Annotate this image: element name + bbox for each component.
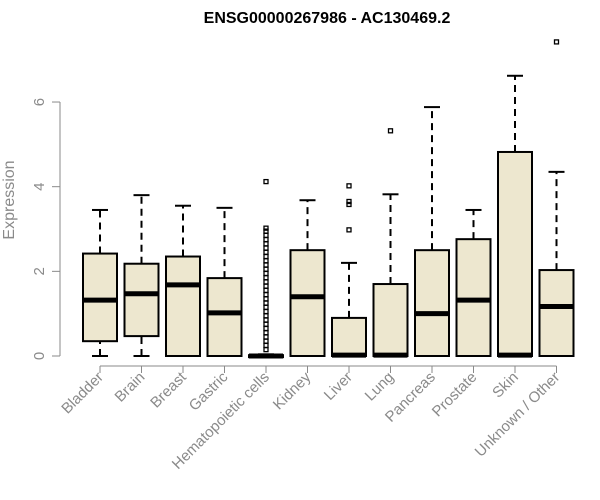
box-group [82, 208, 118, 357]
outlier-point [263, 225, 269, 231]
box-group [331, 183, 367, 358]
box-group [455, 208, 492, 358]
y-tick-label: 0 [31, 352, 48, 360]
chart-title: ENSG00000267986 - AC130469.2 [204, 10, 451, 27]
box-group [372, 128, 409, 358]
outlier-point [263, 249, 269, 255]
outlier-point [263, 228, 269, 234]
box [538, 269, 575, 357]
outlier-point [263, 241, 269, 247]
outlier-point [263, 287, 269, 294]
x-tick-label: Brain [112, 369, 149, 406]
outlier-point [263, 334, 269, 340]
outlier-point [263, 330, 269, 336]
outlier-point [263, 300, 269, 306]
outlier-point [387, 128, 394, 134]
outlier-point [263, 342, 269, 349]
outlier-point [263, 308, 269, 315]
outlier-point [263, 253, 269, 260]
outlier-point [263, 291, 269, 298]
outlier-point [263, 270, 269, 277]
outlier-point [263, 347, 269, 353]
box [206, 277, 243, 357]
box [372, 283, 409, 357]
y-tick-label: 4 [31, 183, 48, 191]
box-group [165, 204, 201, 358]
outlier-point [346, 201, 352, 208]
outlier-point [263, 313, 269, 319]
box-group [248, 178, 284, 359]
y-tick-label: 6 [31, 98, 48, 106]
outlier-point [553, 39, 560, 45]
outlier-point [263, 321, 269, 327]
x-tick-label: Liver [321, 369, 356, 404]
box [165, 255, 201, 358]
box [123, 262, 160, 338]
x-tick-label: Breast [147, 368, 190, 411]
outlier-point [263, 304, 269, 310]
x-tick-label: Skin [489, 369, 522, 402]
box [289, 249, 326, 357]
box-group [123, 194, 160, 357]
outlier-point [263, 325, 269, 332]
x-tick-label: Lung [362, 369, 398, 405]
box [414, 249, 450, 357]
outlier-point [263, 266, 269, 272]
outlier-point [346, 183, 352, 189]
box-group [414, 106, 450, 357]
box [497, 150, 533, 357]
outlier-point [263, 236, 269, 243]
outlier-point [263, 178, 269, 185]
outlier-point [263, 245, 269, 251]
outlier-point [263, 296, 269, 302]
outlier-point [263, 283, 269, 289]
box [455, 238, 492, 358]
box [331, 316, 367, 358]
x-tick-label: Prostate [429, 369, 481, 421]
outlier-point [263, 317, 269, 323]
box-group [538, 39, 575, 357]
x-tick-label: Bladder [58, 369, 107, 418]
outlier-point [263, 279, 269, 285]
x-tick-label: Kidney [270, 368, 315, 413]
outlier-point [263, 262, 269, 268]
box [82, 252, 118, 343]
box-group [206, 206, 243, 357]
outlier-point [346, 198, 352, 205]
boxes-layer [82, 39, 575, 359]
y-tick-label: 2 [31, 267, 48, 275]
outlier-point [263, 232, 269, 239]
y-axis-label: Expression [1, 160, 18, 239]
box-group [497, 74, 533, 358]
outlier-point [263, 258, 269, 264]
box-group [289, 199, 326, 357]
outlier-point [263, 275, 269, 281]
outlier-point [263, 338, 269, 344]
y-axis: 0 2 4 6 [31, 98, 61, 360]
outlier-point [346, 227, 352, 233]
